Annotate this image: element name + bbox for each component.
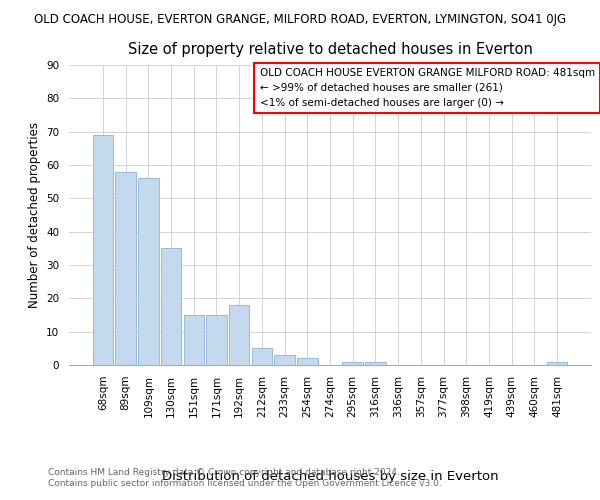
- Text: OLD COACH HOUSE, EVERTON GRANGE, MILFORD ROAD, EVERTON, LYMINGTON, SO41 0JG: OLD COACH HOUSE, EVERTON GRANGE, MILFORD…: [34, 12, 566, 26]
- Text: OLD COACH HOUSE EVERTON GRANGE MILFORD ROAD: 481sqm
← >99% of detached houses ar: OLD COACH HOUSE EVERTON GRANGE MILFORD R…: [260, 68, 595, 108]
- Bar: [138, 178, 158, 365]
- Bar: [251, 348, 272, 365]
- Title: Size of property relative to detached houses in Everton: Size of property relative to detached ho…: [128, 42, 532, 57]
- Y-axis label: Number of detached properties: Number of detached properties: [28, 122, 41, 308]
- Text: Contains HM Land Registry data © Crown copyright and database right 2024.
Contai: Contains HM Land Registry data © Crown c…: [48, 468, 442, 487]
- Bar: [365, 362, 386, 365]
- Bar: [206, 315, 227, 365]
- Bar: [297, 358, 317, 365]
- Bar: [229, 305, 250, 365]
- Bar: [343, 362, 363, 365]
- Bar: [274, 355, 295, 365]
- X-axis label: Distribution of detached houses by size in Everton: Distribution of detached houses by size …: [161, 470, 499, 482]
- Bar: [184, 315, 204, 365]
- Bar: [547, 362, 567, 365]
- Bar: [115, 172, 136, 365]
- Bar: [161, 248, 181, 365]
- Bar: [93, 135, 113, 365]
